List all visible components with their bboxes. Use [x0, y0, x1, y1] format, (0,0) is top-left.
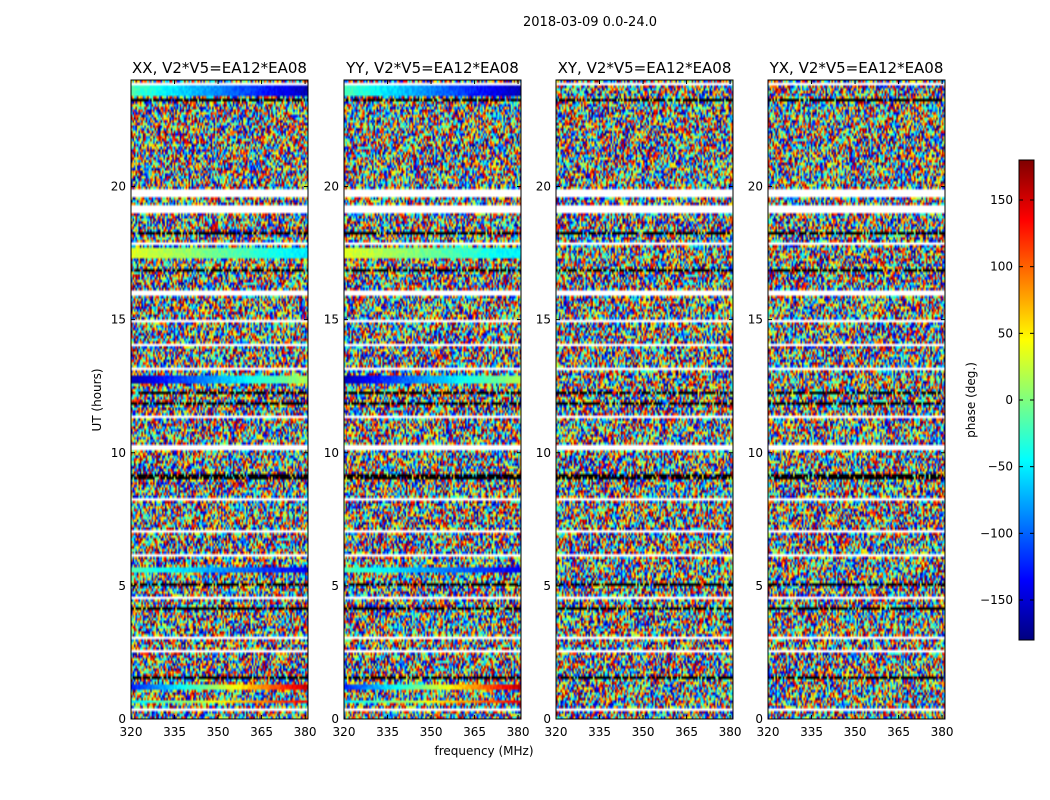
panel-3: XY, V2*V5=EA12*EA08 320 335 350 365 380 0 5 10 15…	[536, 59, 742, 739]
panel-4: YX, V2*V5=EA12*EA08 320 335 350 365 380 0 5 10 15…	[748, 59, 954, 739]
x-tick-label: 365	[887, 725, 910, 739]
heatmap-cells	[768, 80, 945, 719]
x-tick-label: 320	[333, 725, 356, 739]
heatmap-cells	[131, 80, 308, 719]
colorbar-tick-label: 150	[990, 193, 1013, 207]
y-tick-label: 5	[755, 579, 763, 593]
y-tick-label: 0	[331, 712, 339, 726]
x-tick-label: 320	[545, 725, 568, 739]
panel-1: XX, V2*V5=EA12*EA08 320 335 350 365 380 0 5 10 15…	[111, 59, 317, 739]
axes-frame	[555, 79, 734, 720]
x-tick-label: 350	[632, 725, 655, 739]
heatmap-cells	[344, 80, 521, 719]
x-tick-label: 335	[800, 725, 823, 739]
y-tick-label: 20	[324, 180, 339, 194]
y-tick-label: 15	[111, 313, 126, 327]
x-tick-label: 365	[675, 725, 698, 739]
x-tick-label: 380	[507, 725, 530, 739]
x-tick-label: 350	[207, 725, 230, 739]
suptitle: 2018-03-09 0.0-24.0	[523, 15, 657, 30]
y-tick-label: 20	[111, 180, 126, 194]
colorbar-tick-label: −150	[980, 593, 1013, 607]
y-tick-label: 10	[324, 446, 339, 460]
y-tick-label: 20	[536, 180, 551, 194]
x-axis-label: frequency (MHz)	[434, 744, 533, 758]
x-tick-label: 335	[376, 725, 399, 739]
x-tick-label: 365	[250, 725, 273, 739]
y-tick-label: 10	[748, 446, 763, 460]
heatmap-cells	[556, 80, 733, 719]
y-tick-label: 0	[543, 712, 551, 726]
y-axis-label: UT (hours)	[90, 368, 104, 431]
y-tick-label: 0	[755, 712, 763, 726]
panel-title: XY, V2*V5=EA12*EA08	[558, 59, 732, 77]
y-tick-label: 5	[543, 579, 551, 593]
colorbar-label: phase (deg.)	[964, 362, 978, 438]
y-tick-label: 10	[111, 446, 126, 460]
axes-frame	[343, 79, 522, 720]
x-tick-label: 335	[163, 725, 186, 739]
panels: XX, V2*V5=EA12*EA08 320 335 350 365 380 0 5 10 15…	[111, 59, 954, 739]
x-tick-label: 320	[757, 725, 780, 739]
colorbar-tick-label: 50	[998, 326, 1013, 340]
x-tick-label: 380	[931, 725, 954, 739]
panel-title: YY, V2*V5=EA12*EA08	[345, 59, 519, 77]
y-tick-label: 0	[118, 712, 126, 726]
colorbar-tick-label: 100	[990, 260, 1013, 274]
x-tick-label: 365	[463, 725, 486, 739]
y-tick-label: 15	[324, 313, 339, 327]
colorbar-tick-label: −100	[980, 526, 1013, 540]
panel-title: YX, V2*V5=EA12*EA08	[769, 59, 944, 77]
colorbar-tick-label: −50	[988, 460, 1013, 474]
axes-frame	[767, 79, 946, 720]
y-tick-label: 20	[748, 180, 763, 194]
x-tick-label: 320	[120, 725, 143, 739]
y-tick-label: 10	[536, 446, 551, 460]
y-tick-label: 15	[536, 313, 551, 327]
x-tick-label: 380	[719, 725, 742, 739]
colorbar: −150 −100 −50 0 50 100 150	[980, 159, 1035, 641]
y-tick-label: 15	[748, 313, 763, 327]
x-tick-label: 335	[588, 725, 611, 739]
panel-title: XX, V2*V5=EA12*EA08	[132, 59, 307, 77]
axes-frame	[130, 79, 309, 720]
y-tick-label: 5	[331, 579, 339, 593]
colorbar-tick-label: 0	[1005, 393, 1013, 407]
x-tick-label: 350	[420, 725, 443, 739]
x-tick-label: 380	[294, 725, 317, 739]
x-tick-label: 350	[844, 725, 867, 739]
y-tick-label: 5	[118, 579, 126, 593]
panel-2: YY, V2*V5=EA12*EA08 320 335 350 365 380 0 5 10 15…	[324, 59, 530, 739]
